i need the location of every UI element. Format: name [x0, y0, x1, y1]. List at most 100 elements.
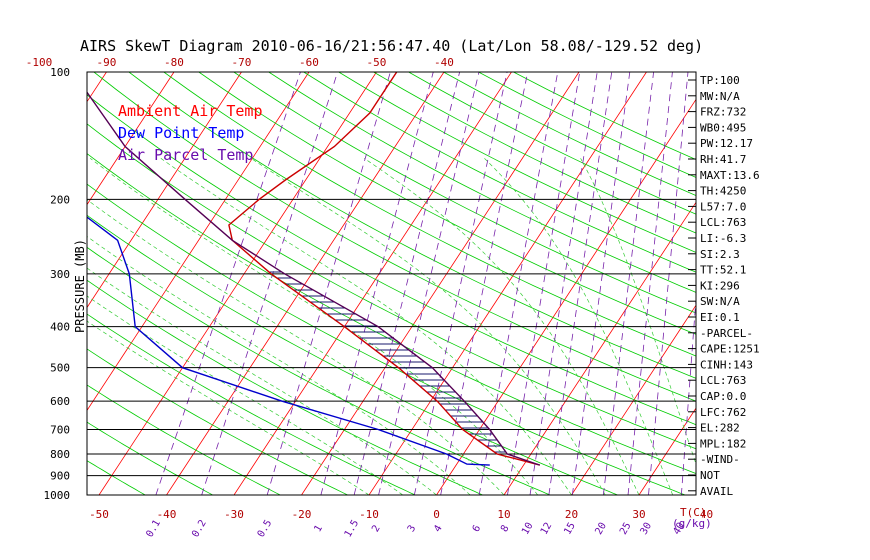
index-item: LFC:762 [700, 406, 746, 419]
temp-tick-label-top: -60 [299, 56, 319, 69]
pressure-tick-label: 900 [50, 470, 70, 483]
dry-adiabat-line [87, 246, 552, 495]
pressure-tick-label: 100 [50, 66, 70, 79]
index-item: CAP:0.0 [700, 390, 746, 403]
mixing-ratio-tick-label: 12 [539, 521, 555, 537]
temp-tick-label-bottom: -20 [292, 508, 312, 521]
dry-adiabat-line [87, 384, 282, 495]
index-item: CINH:143 [700, 358, 753, 371]
dry-adiabat-line [87, 153, 696, 474]
isotherm-line [0, 72, 39, 495]
dry-adiabat-line [268, 72, 696, 293]
dry-adiabat-line [87, 313, 417, 495]
mixing-ratio-line [648, 72, 689, 495]
legend-item: Ambient Air Temp [118, 102, 263, 120]
index-item: TP:100 [700, 74, 740, 87]
index-item: LCL:763 [700, 374, 746, 387]
index-item: TH:4250 [700, 185, 746, 198]
isotherm-line [842, 72, 870, 495]
dry-adiabat-line [87, 460, 147, 495]
dry-adiabat-line [373, 72, 696, 234]
mixing-ratio-tick-label: 3 [406, 523, 419, 534]
dry-adiabat-line [87, 214, 619, 495]
moist-adiabat-line [87, 320, 370, 495]
cape-shading [263, 267, 508, 454]
index-item: MPL:182 [700, 437, 746, 450]
moist-adiabat-line [484, 158, 674, 495]
temp-tick-label-top: -40 [434, 56, 454, 69]
dry-adiabat-line [87, 421, 214, 495]
index-item: RH:41.7 [700, 153, 746, 166]
temp-tick-label-bottom: -30 [224, 508, 244, 521]
index-item: -PARCEL- [700, 327, 753, 340]
mixing-ratio-line [548, 72, 613, 495]
mixing-ratio-line [378, 72, 480, 495]
mixing-ratio-tick-label: 0.5 [256, 518, 275, 539]
dry-adiabat-line [93, 72, 696, 402]
index-item: EL:282 [700, 422, 740, 435]
temp-tick-label-bottom: 0 [433, 508, 440, 521]
isotherm-line [166, 72, 445, 495]
mixing-ratio-line [627, 72, 673, 495]
parcel-temp-line [87, 91, 541, 466]
dewpoint-temp-line [87, 216, 490, 466]
temp-tick-label-bottom: 30 [632, 508, 645, 521]
index-item: PW:12.17 [700, 137, 753, 150]
temp-tick-label-top: -50 [367, 56, 387, 69]
index-item: -WIND- [700, 453, 740, 466]
mixing-ratio-line [507, 72, 581, 495]
dry-adiabat-line [303, 72, 696, 273]
isotherm-line [301, 72, 580, 495]
mixing-ratio-tick-label: 40 [671, 521, 687, 537]
temp-tick-label-bottom: -10 [359, 508, 379, 521]
mixing-ratio-tick-label: 20 [593, 521, 609, 537]
index-item: AVAIL [700, 485, 733, 498]
dry-adiabat-line [338, 72, 696, 253]
isotherm-line [571, 304, 696, 495]
index-item: MAXT:13.6 [700, 169, 760, 182]
dry-adiabat-line [87, 279, 484, 495]
mixing-ratio-line [353, 72, 461, 495]
mixing-unit-label: (g/kg) [672, 517, 712, 530]
isotherm-line [87, 72, 175, 206]
temp-tick-label-top: -80 [164, 56, 184, 69]
mixing-ratio-line [266, 72, 391, 495]
temp-tick-label-bottom: 10 [497, 508, 510, 521]
mixing-ratio-tick-label: 10 [520, 521, 536, 537]
mixing-ratio-line [201, 72, 339, 495]
index-item: MW:N/A [700, 90, 740, 103]
chart-title: AIRS SkewT Diagram 2010-06-16/21:56:47.4… [80, 37, 703, 55]
mixing-ratio-line [602, 72, 654, 495]
mixing-ratio-tick-label: 1.5 [343, 518, 362, 539]
pressure-tick-label: 400 [50, 321, 70, 334]
plot-frame [86, 71, 697, 496]
temp-tick-label-bottom: -40 [157, 508, 177, 521]
dry-adiabat-line [443, 72, 696, 197]
mixing-ratio-tick-label: 0.1 [144, 518, 163, 539]
mixing-ratio-tick-label: 30 [639, 521, 655, 537]
legend-item: Air Parcel Temp [118, 146, 253, 164]
temp-tick-label-top: -100 [26, 56, 53, 69]
mixing-ratio-tick-label: 1 [312, 523, 325, 534]
isotherm-line [638, 407, 696, 495]
pressure-tick-label: 800 [50, 448, 70, 461]
dry-adiabat-line [163, 72, 696, 357]
isotherm-line [87, 72, 242, 309]
mixing-ratio-tick-label: 15 [562, 521, 578, 537]
isotherm-line [87, 72, 310, 412]
mixing-ratio-tick-label: 2 [370, 523, 383, 534]
legend-item: Dew Point Temp [118, 124, 244, 142]
moist-adiabat-line [87, 236, 471, 495]
temp-tick-label-bottom: -50 [89, 508, 109, 521]
temp-tick-label-bottom: 40 [700, 508, 713, 521]
temp-tick-label-top: -70 [232, 56, 252, 69]
mixing-ratio-line [413, 72, 508, 495]
mixing-ratio-line [320, 72, 434, 495]
pressure-tick-label: 300 [50, 268, 70, 281]
mixing-ratio-tick-label: 6 [471, 523, 484, 534]
index-item: FRZ:732 [700, 106, 746, 119]
series-layer [87, 72, 541, 466]
dry-adiabat-line [87, 348, 349, 495]
